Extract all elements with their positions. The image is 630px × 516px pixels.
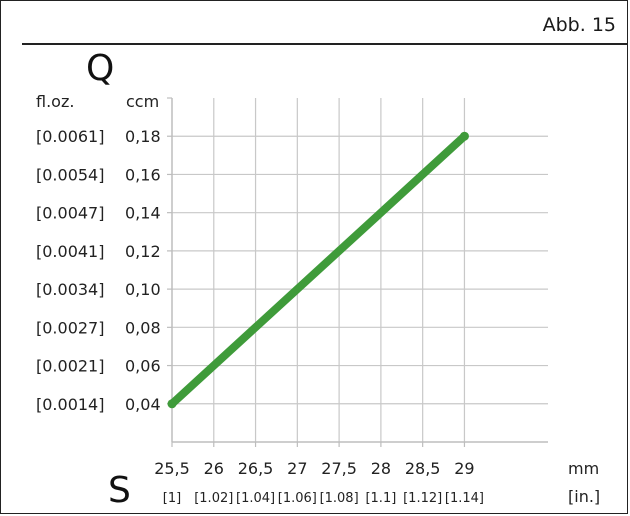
- y-tick-label: 0,16: [125, 165, 161, 184]
- data-point: [167, 399, 177, 409]
- x-tick-label: 25,5: [154, 459, 190, 478]
- x-axis-symbol: S: [108, 470, 131, 511]
- y-tick-label: 0,14: [125, 204, 161, 223]
- tick-labels: 0,04 [0.0014] 0,06 [0.0021] 0,08 [0.0027] 0,10…: [36, 127, 484, 506]
- y-unit-primary: ccm: [126, 92, 159, 111]
- x-unit-secondary: [in.]: [568, 487, 600, 506]
- x-tick-label-secondary: [1.08]: [320, 491, 359, 506]
- x-tick-label: 28: [371, 459, 391, 478]
- y-tick-label: 0,06: [125, 357, 161, 376]
- axes: [167, 97, 548, 447]
- series-layer: [167, 131, 469, 409]
- x-tick-label-secondary: [1.14]: [445, 491, 484, 506]
- y-tick-label-secondary: [0.0041]: [36, 242, 104, 261]
- y-tick-label-secondary: [0.0021]: [36, 357, 104, 376]
- x-tick-label-secondary: [1]: [163, 491, 181, 506]
- x-tick-label: 26: [204, 459, 224, 478]
- x-tick-label: 29: [454, 459, 474, 478]
- y-tick-label: 0,08: [125, 318, 161, 337]
- y-axis-symbol: Q: [86, 48, 114, 89]
- x-tick-label: 28,5: [405, 459, 441, 478]
- x-tick-label-secondary: [1.04]: [236, 491, 275, 506]
- grid-lines: [172, 98, 548, 442]
- y-unit-secondary: fl.oz.: [36, 92, 74, 111]
- y-tick-label: 0,12: [125, 242, 161, 261]
- x-tick-label: 27: [287, 459, 307, 478]
- x-tick-label: 26,5: [238, 459, 274, 478]
- x-tick-label-secondary: [1.12]: [403, 491, 442, 506]
- y-tick-label: 0,10: [125, 280, 161, 299]
- y-tick-label-secondary: [0.0054]: [36, 165, 104, 184]
- y-tick-label-secondary: [0.0027]: [36, 318, 104, 337]
- y-tick-label: 0,04: [125, 395, 161, 414]
- x-tick-label-secondary: [1.02]: [194, 491, 233, 506]
- data-point: [459, 131, 469, 141]
- y-tick-label-secondary: [0.0061]: [36, 127, 104, 146]
- y-tick-label-secondary: [0.0047]: [36, 204, 104, 223]
- series-line: [168, 132, 469, 408]
- x-tick-label-secondary: [1.1]: [365, 491, 396, 506]
- y-tick-label-secondary: [0.0014]: [36, 395, 104, 414]
- x-unit-primary: mm: [568, 459, 599, 478]
- x-tick-label: 27,5: [321, 459, 357, 478]
- figure-label: Abb. 15: [542, 14, 616, 36]
- y-tick-label: 0,18: [125, 127, 161, 146]
- header-rule: [22, 43, 628, 45]
- y-tick-label-secondary: [0.0034]: [36, 280, 104, 299]
- x-tick-label-secondary: [1.06]: [278, 491, 317, 506]
